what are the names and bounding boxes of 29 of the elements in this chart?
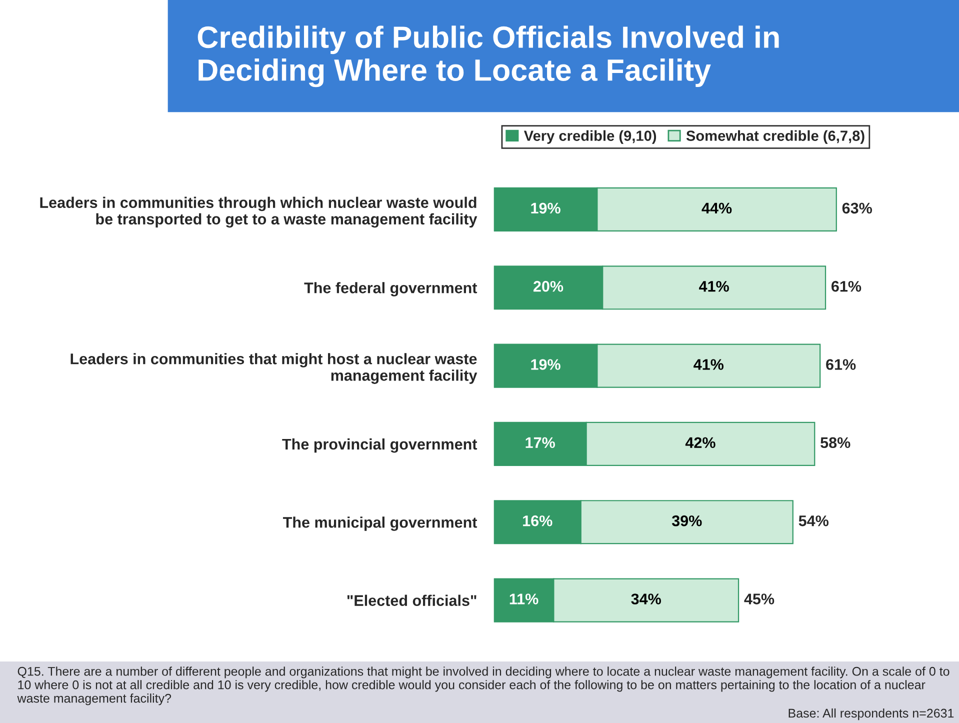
data-label: 11% xyxy=(510,594,538,604)
chart-title: Credibility of Public Officials Involved in Deciding Where to Locate a Facility xyxy=(198,26,779,88)
total-label: 63% xyxy=(842,202,872,214)
data-label: 42% xyxy=(685,437,716,448)
total-label: 58% xyxy=(820,437,850,448)
data-label: 44% xyxy=(702,202,732,214)
data-label: 39% xyxy=(672,515,702,526)
data-label: 17% xyxy=(526,437,555,448)
total-label: 54% xyxy=(798,515,829,526)
data-label: 41% xyxy=(699,280,729,292)
y-tick-label: "Elected officials" xyxy=(347,594,476,606)
legend-label: Somewhat credible (6,7,8) xyxy=(686,130,864,144)
data-label: 16% xyxy=(523,515,552,526)
total-label: 61% xyxy=(826,359,856,370)
y-tick-label: The federal government xyxy=(304,282,478,296)
legend-label: Very credible (9,10) xyxy=(524,130,656,144)
total-label: 45% xyxy=(744,594,774,604)
y-tick-label: The provincial government xyxy=(282,438,478,453)
text: Base: All respondents n=2631 xyxy=(788,708,954,720)
data-label: 20% xyxy=(533,280,564,292)
data-label: 34% xyxy=(631,594,661,604)
data-label: 41% xyxy=(694,359,724,370)
y-tick-label: Leaders in communities through which nuclear waste would be transported to get to a waste management facility xyxy=(40,196,478,228)
data-label: 19% xyxy=(531,359,560,370)
total-label: 61% xyxy=(832,280,862,292)
y-tick-label: The municipal government xyxy=(283,516,478,531)
text: Q15. There are a number of different people and organizations that might be involved in deciding where to locate a nuclear waste management facility. On a scale of 0 to 10 where 0 is not at all credible and 10 is very credible, how credible would you consider each of the following to be on matters pertaining to the location of a nuclear waste management facility? xyxy=(17,666,950,706)
y-tick-label: Leaders in communities that might host a nuclear waste management facility xyxy=(70,353,478,384)
data-label: 19% xyxy=(531,202,560,214)
